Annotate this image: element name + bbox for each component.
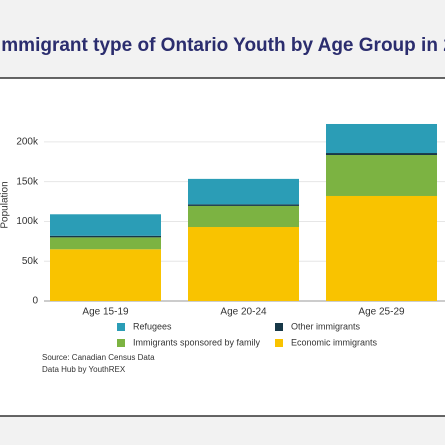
- legend-swatch: [275, 323, 283, 331]
- legend-swatch: [275, 339, 283, 347]
- y-tick-label: 150k: [16, 176, 39, 187]
- bar-segment: [326, 153, 437, 156]
- y-tick-label: 50k: [22, 256, 39, 267]
- bar-segment: [188, 178, 299, 205]
- legend-swatch: [117, 323, 125, 331]
- y-tick-label: 100k: [16, 216, 39, 227]
- bar-segment: [326, 155, 437, 196]
- bar-segment: [50, 235, 161, 238]
- bar-segment: [188, 204, 299, 206]
- y-axis-label: Population: [0, 181, 11, 228]
- y-tick-label: 0: [32, 296, 38, 307]
- bar-segment: [326, 123, 437, 154]
- legend-label: Economic immigrants: [291, 337, 378, 347]
- legend-label: Immigrants sponsored by family: [133, 337, 261, 347]
- source: Source: Canadian Census Data: [42, 353, 155, 362]
- chart-title: Immigrant type of Ontario Youth by Age G…: [0, 35, 445, 56]
- x-tick-label: Age 20-24: [220, 307, 267, 318]
- bar-segment: [50, 214, 161, 236]
- bar-segment: [188, 205, 299, 228]
- legend-label: Refugees: [133, 321, 172, 331]
- x-tick-label: Age 15-19: [82, 307, 129, 318]
- legend-label: Other immigrants: [291, 321, 361, 331]
- x-tick-label: Age 25-29: [358, 307, 405, 318]
- source: Data Hub by YouthREX: [42, 365, 126, 374]
- bar-segment: [188, 227, 299, 301]
- legend-swatch: [117, 339, 125, 347]
- bar-segment: [50, 237, 161, 250]
- bar-segment: [50, 249, 161, 301]
- bar-segment: [326, 195, 437, 301]
- y-tick-label: 200k: [16, 137, 39, 148]
